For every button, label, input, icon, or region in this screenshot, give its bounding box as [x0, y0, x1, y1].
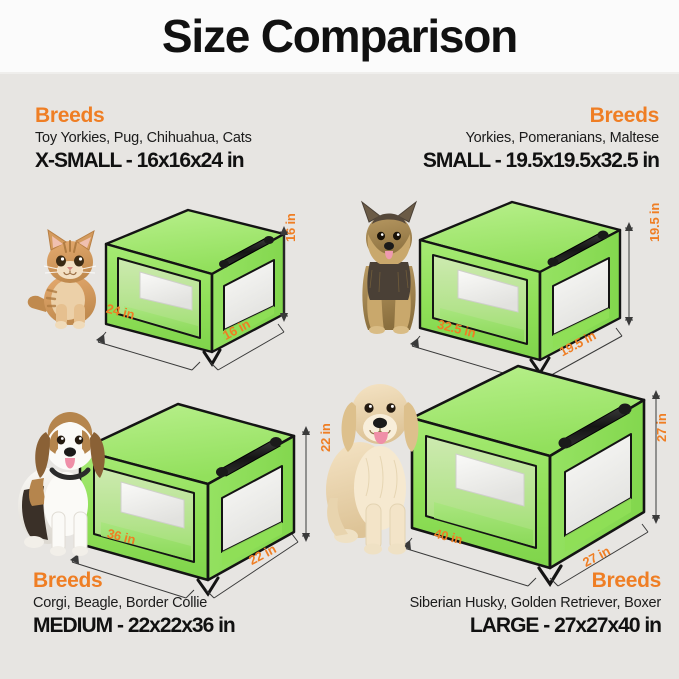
breeds-list-large: Siberian Husky, Golden Retriever, Boxer	[409, 595, 662, 611]
size-label-small: SMALL - 19.5x19.5x32.5 in	[422, 149, 660, 172]
comparison-panel: Breeds Toy Yorkies, Pug, Chihuahua, Cats…	[0, 74, 679, 679]
header: Size Comparison	[0, 0, 679, 72]
animal-orange-tabby-kitten	[24, 212, 108, 332]
dim-height-x-small: 16 in	[283, 213, 298, 242]
size-label-medium: MEDIUM - 22x22x36 in	[33, 614, 236, 637]
page-title: Size Comparison	[161, 10, 518, 62]
breeds-heading-x-small: Breeds	[35, 104, 105, 127]
crate-x-small	[88, 202, 308, 382]
dim-height-large: 27 in	[654, 413, 669, 442]
animal-beagle	[14, 394, 116, 560]
size-label-large: LARGE - 27x27x40 in	[469, 614, 662, 637]
breeds-list-small: Yorkies, Pomeranians, Maltese	[465, 130, 659, 146]
size-text-block-x-small: Breeds Toy Yorkies, Pug, Chihuahua, Cats…	[35, 104, 252, 173]
breeds-heading-small: Breeds	[589, 104, 660, 127]
animal-yorkshire-terrier	[348, 196, 430, 336]
dim-height-small: 19.5 in	[647, 202, 662, 242]
breeds-list-medium: Corgi, Beagle, Border Collie	[33, 595, 208, 611]
header-divider	[0, 72, 679, 74]
size-text-block-small: Breeds Yorkies, Pomeranians, Maltese SMA…	[422, 104, 660, 173]
breeds-list-x-small: Toy Yorkies, Pug, Chihuahua, Cats	[35, 130, 252, 146]
size-label-x-small: X-SMALL - 16x16x24 in	[35, 149, 245, 172]
crate-large	[388, 356, 673, 596]
animal-golden-retriever	[322, 358, 430, 558]
